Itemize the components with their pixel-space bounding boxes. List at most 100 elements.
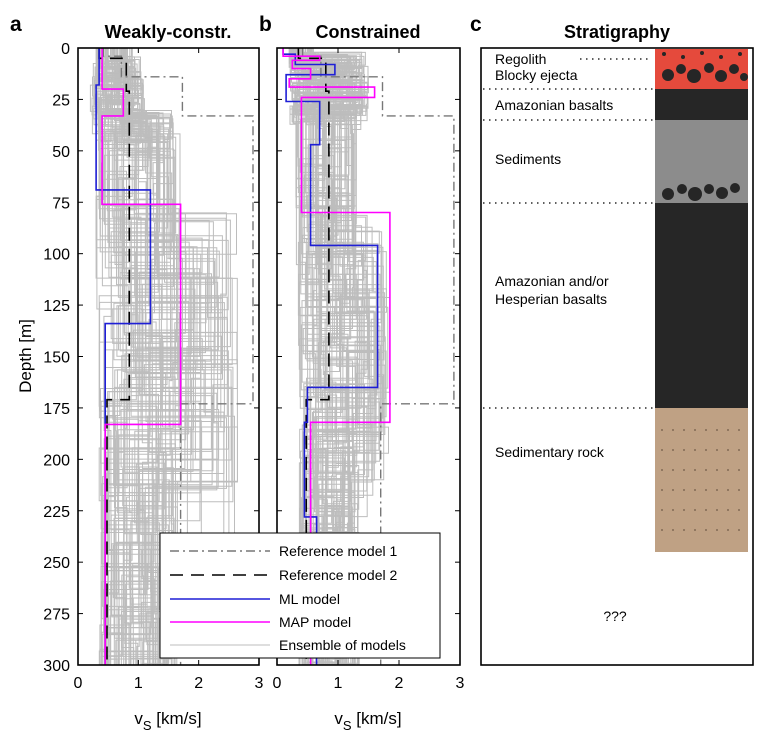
boulder	[662, 69, 674, 81]
blocky-ejecta-label: Blocky ejecta	[495, 67, 578, 83]
rock-dot	[683, 449, 685, 451]
x-label-unit: [km/s]	[352, 709, 402, 728]
x-tick-label: 0	[74, 675, 83, 692]
ml-model-line	[95, 48, 152, 665]
y-tick-label: 150	[43, 350, 70, 367]
grain	[738, 52, 742, 56]
grain	[681, 55, 685, 59]
rock-dot	[672, 429, 674, 431]
depth-axis-label: Depth [m]	[16, 319, 35, 393]
rock-dot	[694, 449, 696, 451]
reference-model-1-line	[102, 48, 254, 665]
ensemble-model-line	[96, 48, 220, 665]
unknown-layer-label: ???	[603, 608, 627, 624]
ensemble-model-line	[96, 48, 171, 665]
ml-model-line	[282, 48, 379, 665]
amazonian-hesperian-label-line1: Amazonian and/or	[495, 273, 609, 289]
rock-dot	[716, 429, 718, 431]
ensemble-model-line	[295, 48, 381, 665]
rock-dot	[727, 429, 729, 431]
rock-dot	[661, 489, 663, 491]
rock-dot	[727, 489, 729, 491]
x-tick-label: 3	[255, 675, 264, 692]
panel-a-title: Weakly-constr.	[105, 22, 232, 42]
ensemble-model-line	[114, 48, 219, 665]
y-tick-label: 225	[43, 504, 70, 521]
ensemble-model-line	[96, 48, 159, 665]
rock-dot	[672, 509, 674, 511]
map-model-line	[101, 48, 182, 665]
sediments-label: Sediments	[495, 151, 561, 167]
y-tick-label: 50	[52, 144, 70, 161]
boulder	[704, 184, 714, 194]
rock-dot	[683, 509, 685, 511]
reference-model-2-line	[297, 48, 330, 665]
ensemble-model-line	[105, 48, 231, 665]
ensemble-model-line	[298, 48, 377, 665]
rock-dot	[705, 469, 707, 471]
ensemble-model-line	[302, 48, 370, 665]
rock-dot	[694, 529, 696, 531]
panel-c-title: Stratigraphy	[564, 22, 670, 42]
reference-model-1-line	[301, 48, 455, 665]
rock-dot	[716, 509, 718, 511]
x-tick-label: 3	[456, 675, 465, 692]
legend-ref1-label: Reference model 1	[279, 543, 398, 559]
rock-dot	[738, 489, 740, 491]
regolith-grains-pattern	[662, 51, 742, 59]
panel-a-letter: a	[10, 13, 22, 36]
x-tick-label: 1	[134, 675, 143, 692]
ensemble-model-line	[95, 48, 218, 665]
x-label-unit: [km/s]	[152, 709, 202, 728]
y-tick-label: 250	[43, 555, 70, 572]
legend: Reference model 1 Reference model 2 ML m…	[159, 532, 441, 659]
ensemble-model-line	[301, 48, 355, 665]
rock-dot	[705, 429, 707, 431]
rock-dot	[672, 469, 674, 471]
y-tick-label: 300	[43, 658, 70, 675]
boulder	[662, 188, 674, 200]
ensemble-model-line	[289, 48, 371, 665]
blocky-ejecta-pattern	[662, 63, 748, 83]
panel-a-plot-area	[89, 48, 254, 665]
boulder	[716, 187, 728, 199]
amazonian-basalts-layer	[655, 89, 748, 120]
ensemble-model-line	[293, 48, 374, 665]
panel-b-x-axis-label: vS [km/s]	[334, 709, 401, 733]
y-tick-label: 175	[43, 401, 70, 418]
legend-box	[159, 532, 441, 659]
ensemble-model-line	[294, 48, 386, 665]
amazonian-hesperian-label-line2: Hesperian basalts	[495, 291, 607, 307]
rock-dot	[672, 449, 674, 451]
rock-dot	[694, 509, 696, 511]
layer-boundaries	[483, 58, 655, 409]
rock-dot	[727, 449, 729, 451]
rock-dot	[716, 489, 718, 491]
ensemble-model-line	[91, 48, 195, 665]
y-tick-label: 125	[43, 298, 70, 315]
ensemble-model-line	[98, 48, 190, 665]
sedimentary-rock-pattern	[661, 429, 740, 531]
panel-c-letter: c	[470, 13, 482, 36]
rock-dot	[738, 429, 740, 431]
amazonian-hesperian-basalts-layer	[655, 203, 748, 408]
ensemble-model-line	[103, 48, 219, 665]
rock-dot	[705, 489, 707, 491]
rock-dot	[661, 469, 663, 471]
x-tick-label: 2	[395, 675, 404, 692]
rock-dot	[661, 509, 663, 511]
rock-dot	[716, 529, 718, 531]
x-label-subscript: S	[343, 718, 352, 733]
boulder	[687, 69, 701, 83]
rock-dot	[694, 469, 696, 471]
sedimentary-rock-label: Sedimentary rock	[495, 444, 605, 460]
x-label-v: v	[134, 709, 143, 728]
panel-b: b Constrained 0 1 2 3 vS [km/s]	[259, 13, 465, 733]
rock-dot	[694, 429, 696, 431]
rock-dot	[672, 529, 674, 531]
rock-dot	[683, 469, 685, 471]
rock-dot	[705, 449, 707, 451]
rock-dot	[738, 529, 740, 531]
rock-dot	[738, 449, 740, 451]
